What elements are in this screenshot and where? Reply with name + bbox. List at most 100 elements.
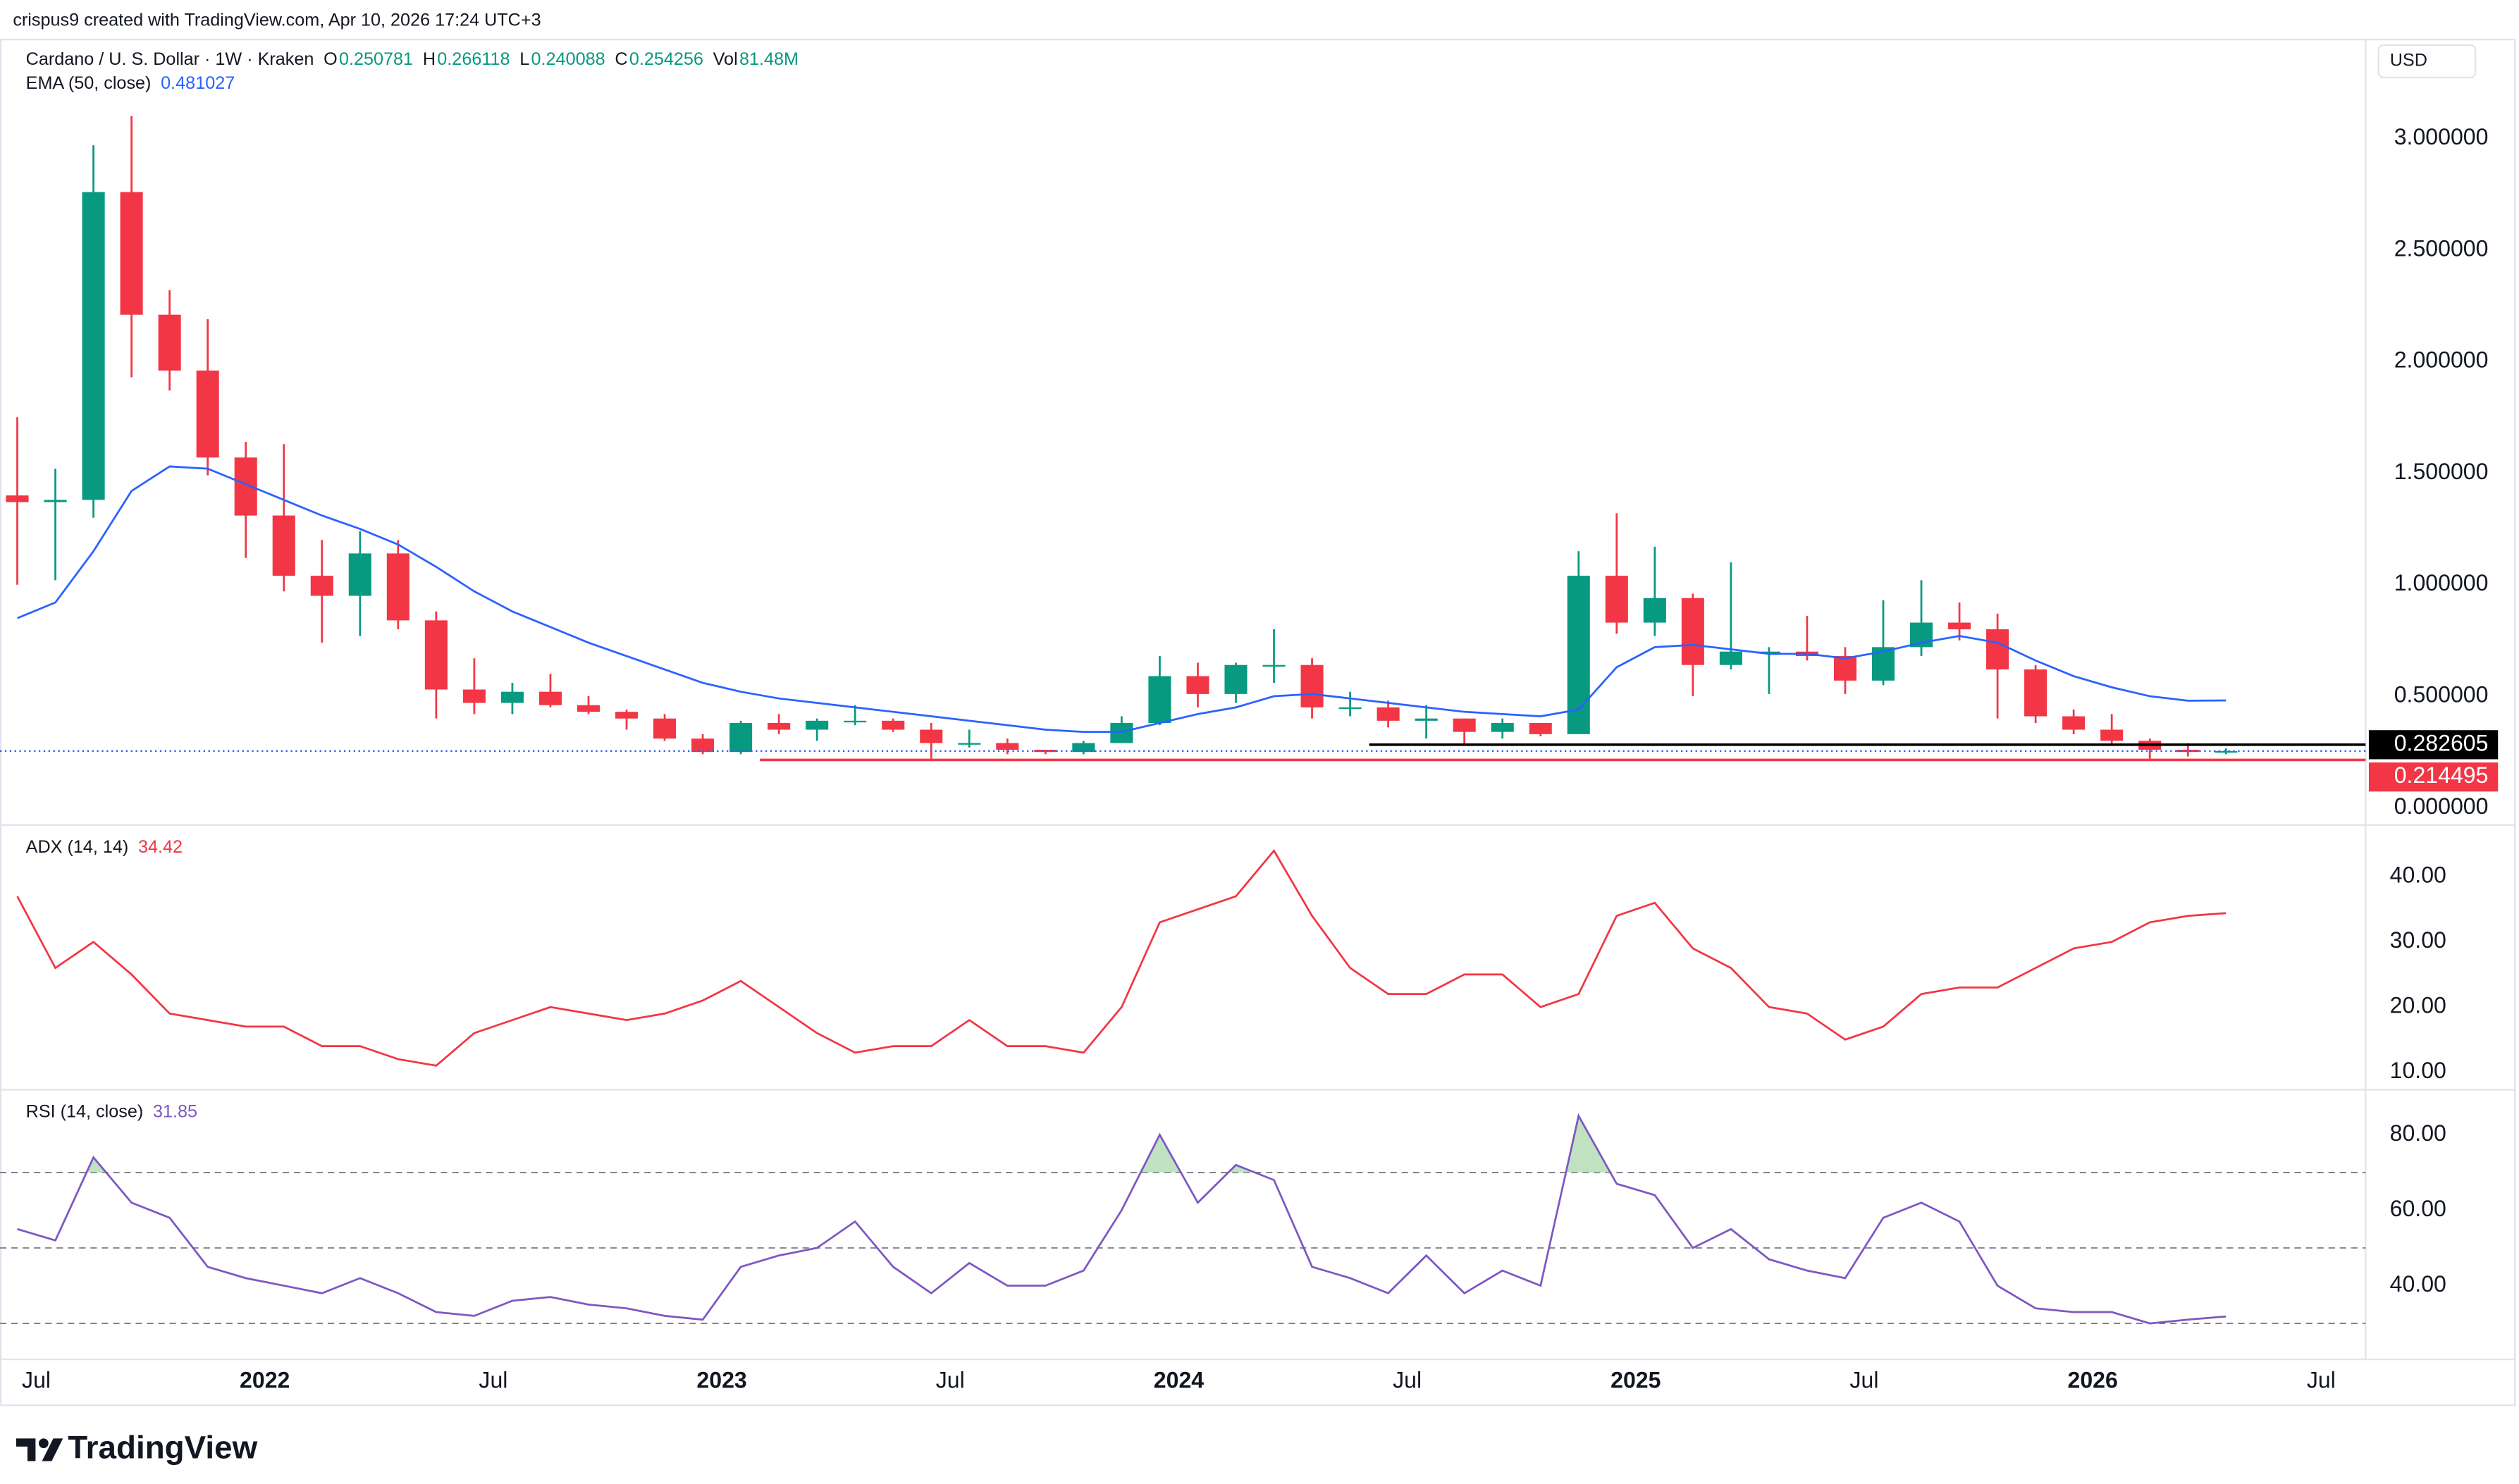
candle-body <box>386 553 409 621</box>
y-tick-label: 20.00 <box>2390 993 2446 1018</box>
candle-body <box>920 729 943 743</box>
legend: ADX (14, 14) 34.42 <box>26 836 183 856</box>
volume-key: Vol <box>713 49 738 68</box>
x-tick-label: Jul <box>1393 1368 1422 1393</box>
level-label: 0.282605 <box>2394 730 2489 755</box>
candle-body <box>615 712 639 719</box>
candle-body <box>310 576 333 596</box>
candle-body <box>996 743 1019 750</box>
candle-body <box>82 192 105 500</box>
candle-body <box>768 723 791 730</box>
x-tick-label: 2025 <box>1610 1368 1661 1393</box>
candle-body <box>1072 743 1095 753</box>
candle-body <box>577 705 601 712</box>
candle-body <box>1376 707 1400 721</box>
ohlc-value: 0.240088 <box>531 49 605 68</box>
candle-body <box>691 738 715 753</box>
candle-body <box>653 718 677 739</box>
ohlc-value: 0.254256 <box>629 49 703 68</box>
y-tick-label: 40.00 <box>2390 1271 2446 1297</box>
ohlc-key: H <box>423 49 436 68</box>
indicator-line <box>17 1113 2227 1325</box>
candle-body <box>500 691 524 703</box>
candle-body <box>1643 598 1666 623</box>
candle-body <box>1224 664 1248 694</box>
legend-title: Cardano / U. S. Dollar · 1W · Kraken <box>26 49 314 68</box>
y-tick-label: 1.000000 <box>2394 570 2489 595</box>
candle-body <box>1262 664 1286 667</box>
candle-body <box>6 495 29 502</box>
candle-body <box>1338 707 1362 710</box>
indicator-line <box>16 848 2227 1067</box>
x-tick-label: Jul <box>22 1368 51 1393</box>
candle-body <box>1034 750 1057 753</box>
ohlc-value: 0.266118 <box>437 49 510 68</box>
level-label-box <box>2368 762 2499 792</box>
x-tick-label: Jul <box>479 1368 507 1393</box>
ohlc-key: L <box>519 49 529 68</box>
candle-body <box>1300 664 1324 707</box>
candle-body <box>120 192 143 315</box>
candle-body <box>424 620 448 690</box>
candle-body <box>729 723 753 753</box>
ohlc-key: O <box>324 49 338 68</box>
y-tick-label: 0.000000 <box>2394 793 2489 819</box>
currency-box <box>2377 44 2477 79</box>
candle-body <box>1605 576 1628 623</box>
level-label: 0.214495 <box>2394 762 2489 788</box>
ohlc-key: C <box>615 49 627 68</box>
footer-brand: TradingView <box>68 1430 257 1466</box>
logo <box>16 1438 63 1461</box>
x-tick-label: 2024 <box>1154 1368 1204 1393</box>
candle-body <box>2176 750 2200 753</box>
x-tick-label: Jul <box>936 1368 965 1393</box>
y-tick-label: 10.00 <box>2390 1058 2446 1083</box>
candle-body <box>196 370 219 458</box>
x-tick-label: Jul <box>1849 1368 1878 1393</box>
legend-value: 0.481027 <box>161 73 235 93</box>
candle-body <box>1719 651 1742 665</box>
legend-value: 31.85 <box>153 1101 197 1121</box>
candle-body <box>1415 718 1438 721</box>
x-tick-label: 2023 <box>696 1368 746 1393</box>
currency: USD <box>2390 51 2427 70</box>
volume-value: 81.48M <box>739 49 799 68</box>
candle-body <box>1110 723 1133 743</box>
candle-body <box>1948 622 1971 630</box>
y-tick-label: 40.00 <box>2390 862 2446 888</box>
ohlc-value: 0.250781 <box>339 49 413 68</box>
candle-body <box>958 743 981 745</box>
candle-body <box>2062 716 2086 730</box>
candle-body <box>1567 576 1590 734</box>
candle-body <box>272 515 295 576</box>
level-label-box <box>2368 730 2499 760</box>
candle-body <box>158 314 181 371</box>
candle-body <box>844 720 867 723</box>
y-tick-label: 2.500000 <box>2394 235 2489 261</box>
candle-body <box>1186 676 1209 694</box>
y-tick-label: 60.00 <box>2390 1196 2446 1221</box>
indicator-pane <box>0 1113 2366 1325</box>
y-tick-label: 30.00 <box>2390 927 2446 953</box>
ema-line <box>17 465 2227 734</box>
y-tick-label: 2.000000 <box>2394 347 2489 373</box>
candle-body <box>1491 723 1514 732</box>
header: crispus9 created with TradingView.com, A… <box>13 10 541 30</box>
price-pane <box>6 116 2238 759</box>
legend-name: RSI (14, close) <box>26 1101 144 1121</box>
y-tick-label: 3.000000 <box>2394 124 2489 149</box>
candle-body <box>538 691 562 705</box>
y-tick-label: 1.500000 <box>2394 459 2489 484</box>
candle-body <box>806 720 829 730</box>
legend: Cardano / U. S. Dollar · 1W · Kraken O 0.2… <box>26 49 799 68</box>
candle-body <box>1986 629 2009 670</box>
candle-body <box>2100 729 2124 741</box>
x-tick-label: 2022 <box>240 1368 290 1393</box>
candle-body <box>1833 656 1857 681</box>
y-tick-label: 0.500000 <box>2394 681 2489 707</box>
legend-name: EMA (50, close) <box>26 73 152 93</box>
candle-body <box>882 720 905 730</box>
candle-body <box>1757 651 1780 653</box>
